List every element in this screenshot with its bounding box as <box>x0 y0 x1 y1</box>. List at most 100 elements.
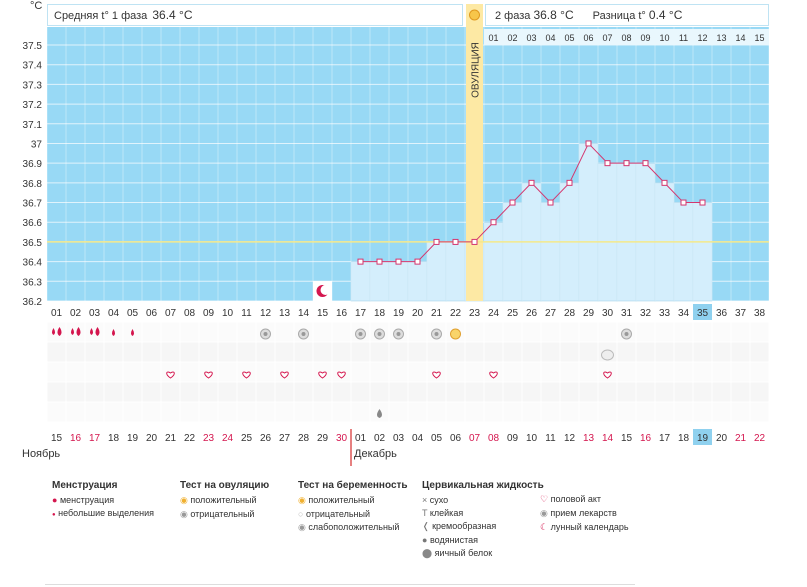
temperature-point <box>452 238 459 245</box>
phase2-day-number: 15 <box>754 33 764 43</box>
calendar-date-label: 02 <box>374 433 386 444</box>
symbol-grid-cell <box>426 361 447 383</box>
legend-cv-creamy: кремообразная <box>432 521 497 531</box>
symbol-grid-cell <box>559 361 580 383</box>
calendar-date-label: 22 <box>184 433 196 444</box>
phase2-day-cell <box>579 29 598 45</box>
phase2-day-number: 10 <box>659 33 669 43</box>
calendar-date-label: 14 <box>602 433 614 444</box>
temperature-point <box>585 140 592 147</box>
y-tick-label: 37.4 <box>23 61 43 72</box>
cycle-day-label: 18 <box>374 308 386 319</box>
symbol-grid-cell <box>65 361 86 383</box>
symbol-grid-cell <box>673 321 694 343</box>
calendar-date-label: 05 <box>431 433 443 444</box>
legend-medication: прием лекарств <box>550 508 617 518</box>
symbol-grid-cell <box>331 361 352 383</box>
symbol-grid-cell <box>236 381 257 403</box>
month-label-1: Ноябрь <box>22 448 60 460</box>
calendar-date-label: 20 <box>716 433 728 444</box>
symbol-grid-cell <box>730 381 751 403</box>
phase2-day-cell <box>731 29 750 45</box>
ovulation-test-negative-dot <box>377 332 382 336</box>
symbol-grid-cell <box>141 361 162 383</box>
calendar-date-label: 08 <box>488 433 500 444</box>
phase2-day-cell <box>674 29 693 45</box>
phase2-value: 36.8 °C <box>533 8 574 22</box>
calendar-date-label: 23 <box>203 433 215 444</box>
legend-ovulation-title: Тест на овуляцию <box>180 480 270 491</box>
symbol-grid-cell <box>654 341 675 363</box>
symbol-grid-cell <box>597 401 618 423</box>
symbol-grid-cell <box>103 381 124 403</box>
symbol-grid-cell <box>350 381 371 403</box>
symbol-grid-cell <box>540 321 561 343</box>
symbol-grid-cell <box>179 381 200 403</box>
symbol-grid-cell <box>312 361 333 383</box>
symbol-grid-cell <box>46 321 67 343</box>
temperature-bar <box>540 202 561 302</box>
phase2-day-cell <box>503 29 522 45</box>
phase2-day-number: 04 <box>545 33 555 43</box>
cycle-day-label: 29 <box>583 308 595 319</box>
cycle-day-label: 19 <box>393 308 405 319</box>
symbol-grid-cell <box>711 361 732 383</box>
symbol-grid-cell <box>483 341 504 363</box>
calendar-date-label: 09 <box>507 433 519 444</box>
symbol-grid-cell <box>160 341 181 363</box>
temperature-bar <box>445 241 466 302</box>
temperature-bar <box>635 162 656 302</box>
symbol-grid-cell <box>312 341 333 363</box>
symbol-grid-cell <box>540 361 561 383</box>
symbol-grid-cell <box>198 341 219 363</box>
phase2-day-number: 02 <box>507 33 517 43</box>
legend-pr-weak: слабоположительный <box>308 522 400 532</box>
legend-cv-watery: водянистая <box>429 535 478 545</box>
temperature-bar <box>369 261 390 302</box>
symbol-grid-cell <box>217 341 238 363</box>
temperature-point <box>376 258 383 265</box>
temperature-point <box>604 160 611 167</box>
dry-icon: × <box>422 495 428 505</box>
calendar-date-label: 04 <box>412 433 424 444</box>
symbol-grid-cell <box>559 341 580 363</box>
symbol-grid-cell <box>521 341 542 363</box>
temperature-point <box>433 238 440 245</box>
phase2-day-number: 12 <box>697 33 707 43</box>
symbol-grid-cell <box>65 401 86 423</box>
cycle-day-label: 07 <box>165 308 177 319</box>
y-tick-label: 37.2 <box>23 100 43 111</box>
phase2-day-cell <box>522 29 541 45</box>
cycle-day-label: 31 <box>621 308 633 319</box>
y-tick-label: 36.7 <box>23 199 43 210</box>
symbol-grid-cell <box>84 321 105 343</box>
symbol-grid-cell <box>483 321 504 343</box>
phase2-day-number: 14 <box>735 33 745 43</box>
legend-cervical: Цервикальная жидкость × сухо T клейкая ❬… <box>422 480 544 559</box>
temperature-point <box>661 179 668 186</box>
diff-label: Разница t° <box>592 10 646 22</box>
ovulation-test-negative-dot <box>263 332 268 336</box>
calendar-date-label: 24 <box>222 433 234 444</box>
watery-icon: ● <box>422 535 428 545</box>
calendar-date-label: 21 <box>165 433 177 444</box>
symbol-grid-cell <box>46 401 67 423</box>
symbol-grid-cell <box>274 361 295 383</box>
ovulation-column <box>466 4 483 301</box>
symbol-grid-cell <box>388 381 409 403</box>
y-tick-label: 37 <box>31 139 43 150</box>
cycle-day-label: 06 <box>146 308 158 319</box>
intercourse-heart-icon <box>204 371 213 379</box>
unit-label: °C <box>30 0 43 12</box>
calendar-date-label: 17 <box>659 433 671 444</box>
symbol-grid-cell <box>483 401 504 423</box>
symbol-grid-cell <box>521 381 542 403</box>
symbol-grid-cell <box>312 401 333 423</box>
symbol-grid-cell <box>65 341 86 363</box>
symbol-grid-cell <box>274 381 295 403</box>
cycle-day-label: 08 <box>184 308 196 319</box>
ovulation-test-positive-icon <box>450 328 461 340</box>
symbol-grid-cell <box>312 321 333 343</box>
temperature-point <box>414 258 421 265</box>
